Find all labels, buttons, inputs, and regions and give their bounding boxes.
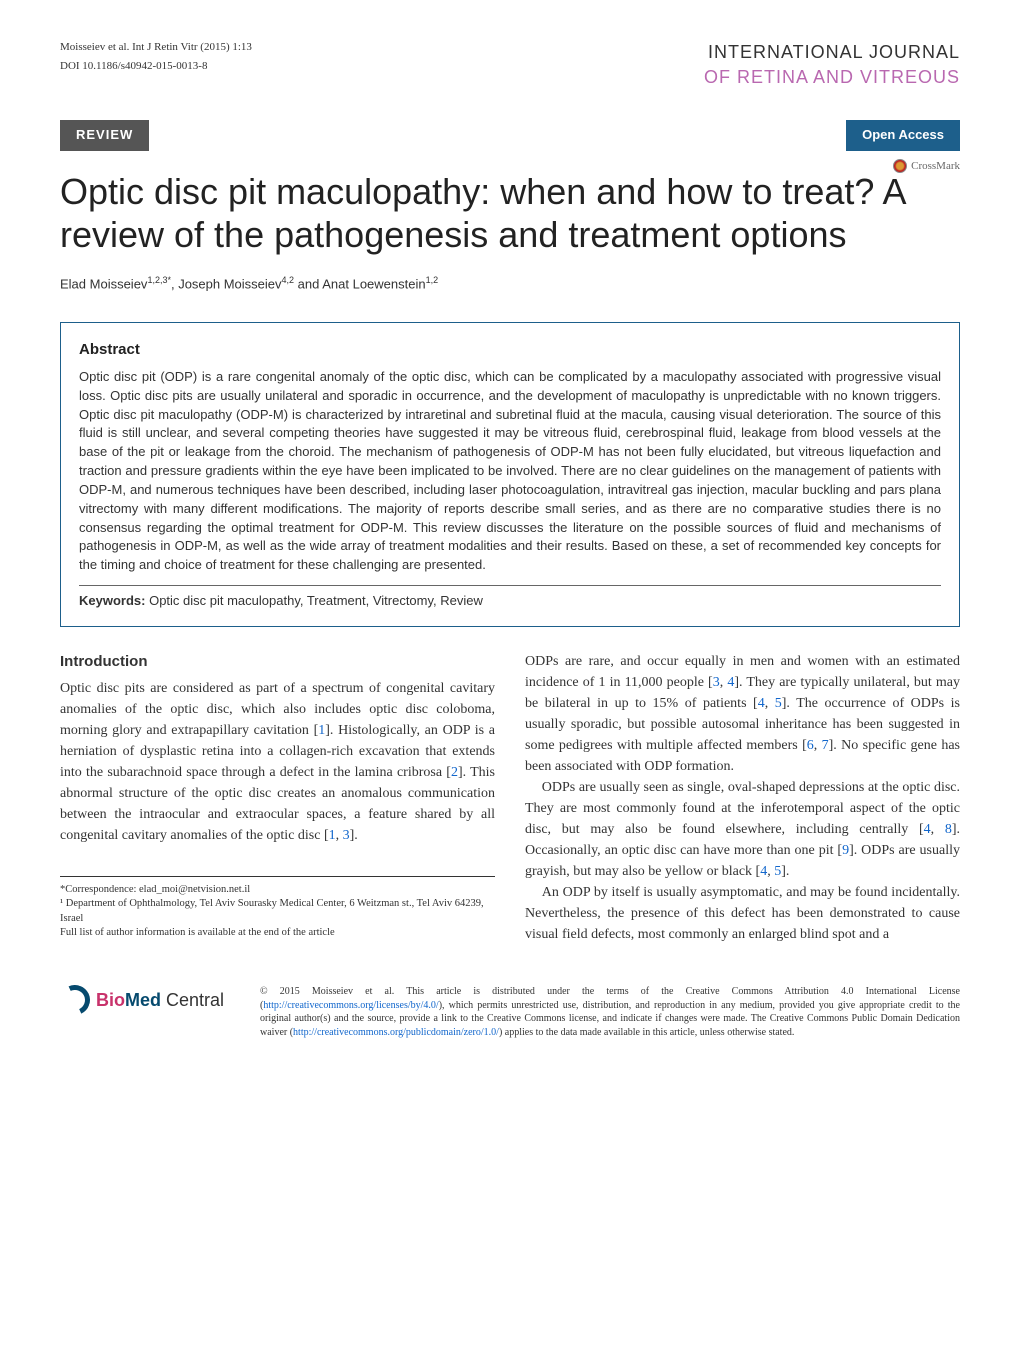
keywords-line: Keywords: Optic disc pit maculopathy, Tr… xyxy=(79,585,941,610)
ref-link[interactable]: 8 xyxy=(945,822,952,837)
journal-name: INTERNATIONAL JOURNAL OF RETINA AND VITR… xyxy=(704,40,960,90)
citation-text: Moisseiev et al. Int J Retin Vitr (2015)… xyxy=(60,40,252,55)
body-columns: Introduction Optic disc pits are conside… xyxy=(60,651,960,945)
right-paragraph-1: ODPs are rare, and occur equally in men … xyxy=(525,651,960,777)
biomed-logo[interactable]: BioMed Central xyxy=(60,985,240,1015)
abstract-box: Abstract Optic disc pit (ODP) is a rare … xyxy=(60,322,960,627)
license-text: © 2015 Moisseiev et al. This article is … xyxy=(260,985,960,1039)
logo-med: Med xyxy=(125,990,161,1010)
logo-bio: Bio xyxy=(96,990,125,1010)
ref-link[interactable]: 4 xyxy=(760,864,767,879)
article-title: Optic disc pit maculopathy: when and how… xyxy=(60,170,960,256)
ref-link[interactable]: 4 xyxy=(924,822,931,837)
correspondence: *Correspondence: elad_moi@netvision.net.… xyxy=(60,883,495,897)
ref-link[interactable]: 2 xyxy=(451,765,458,780)
journal-line2: OF RETINA AND VITREOUS xyxy=(704,65,960,90)
right-paragraph-2: ODPs are usually seen as single, oval-sh… xyxy=(525,777,960,882)
introduction-heading: Introduction xyxy=(60,651,495,672)
footnote-block: *Correspondence: elad_moi@netvision.net.… xyxy=(60,876,495,940)
keywords-label: Keywords: xyxy=(79,593,145,608)
keywords-values: Optic disc pit maculopathy, Treatment, V… xyxy=(145,593,482,608)
crossmark-label: CrossMark xyxy=(911,160,960,172)
ref-link[interactable]: 5 xyxy=(775,696,782,711)
open-access-badge: Open Access xyxy=(846,120,960,150)
ref-link[interactable]: 1 xyxy=(329,828,336,843)
abstract-heading: Abstract xyxy=(79,339,941,360)
authors-list: Elad Moisseiev1,2,3*, Joseph Moisseiev4,… xyxy=(60,274,960,294)
ref-link[interactable]: 4 xyxy=(758,696,765,711)
biomed-arc-icon xyxy=(56,981,94,1019)
right-paragraph-3: An ODP by itself is usually asymptomatic… xyxy=(525,882,960,945)
doi-text: DOI 10.1186/s40942-015-0013-8 xyxy=(60,59,252,74)
citation-block: Moisseiev et al. Int J Retin Vitr (2015)… xyxy=(60,40,252,75)
full-list-note: Full list of author information is avail… xyxy=(60,926,495,940)
ref-link[interactable]: 6 xyxy=(807,738,814,753)
label-row: REVIEW Open Access xyxy=(60,120,960,150)
ref-link[interactable]: 3 xyxy=(713,675,720,690)
biomed-text: BioMed Central xyxy=(96,988,224,1013)
journal-line1: INTERNATIONAL JOURNAL xyxy=(704,40,960,65)
ref-link[interactable]: 7 xyxy=(822,738,829,753)
affiliation-1: ¹ Department of Ophthalmology, Tel Aviv … xyxy=(60,897,495,925)
abstract-text: Optic disc pit (ODP) is a rare congenita… xyxy=(79,368,941,575)
logo-central: Central xyxy=(161,990,224,1010)
left-paragraph-1: Optic disc pits are considered as part o… xyxy=(60,678,495,846)
footer-row: BioMed Central © 2015 Moisseiev et al. T… xyxy=(60,985,960,1039)
left-column: Introduction Optic disc pits are conside… xyxy=(60,651,495,945)
right-column: ODPs are rare, and occur equally in men … xyxy=(525,651,960,945)
license-link-2[interactable]: http://creativecommons.org/publicdomain/… xyxy=(293,1027,499,1038)
review-badge: REVIEW xyxy=(60,120,149,150)
ref-link[interactable]: 3 xyxy=(343,828,350,843)
page-header: Moisseiev et al. Int J Retin Vitr (2015)… xyxy=(60,40,960,90)
license-link-1[interactable]: http://creativecommons.org/licenses/by/4… xyxy=(263,1000,438,1011)
